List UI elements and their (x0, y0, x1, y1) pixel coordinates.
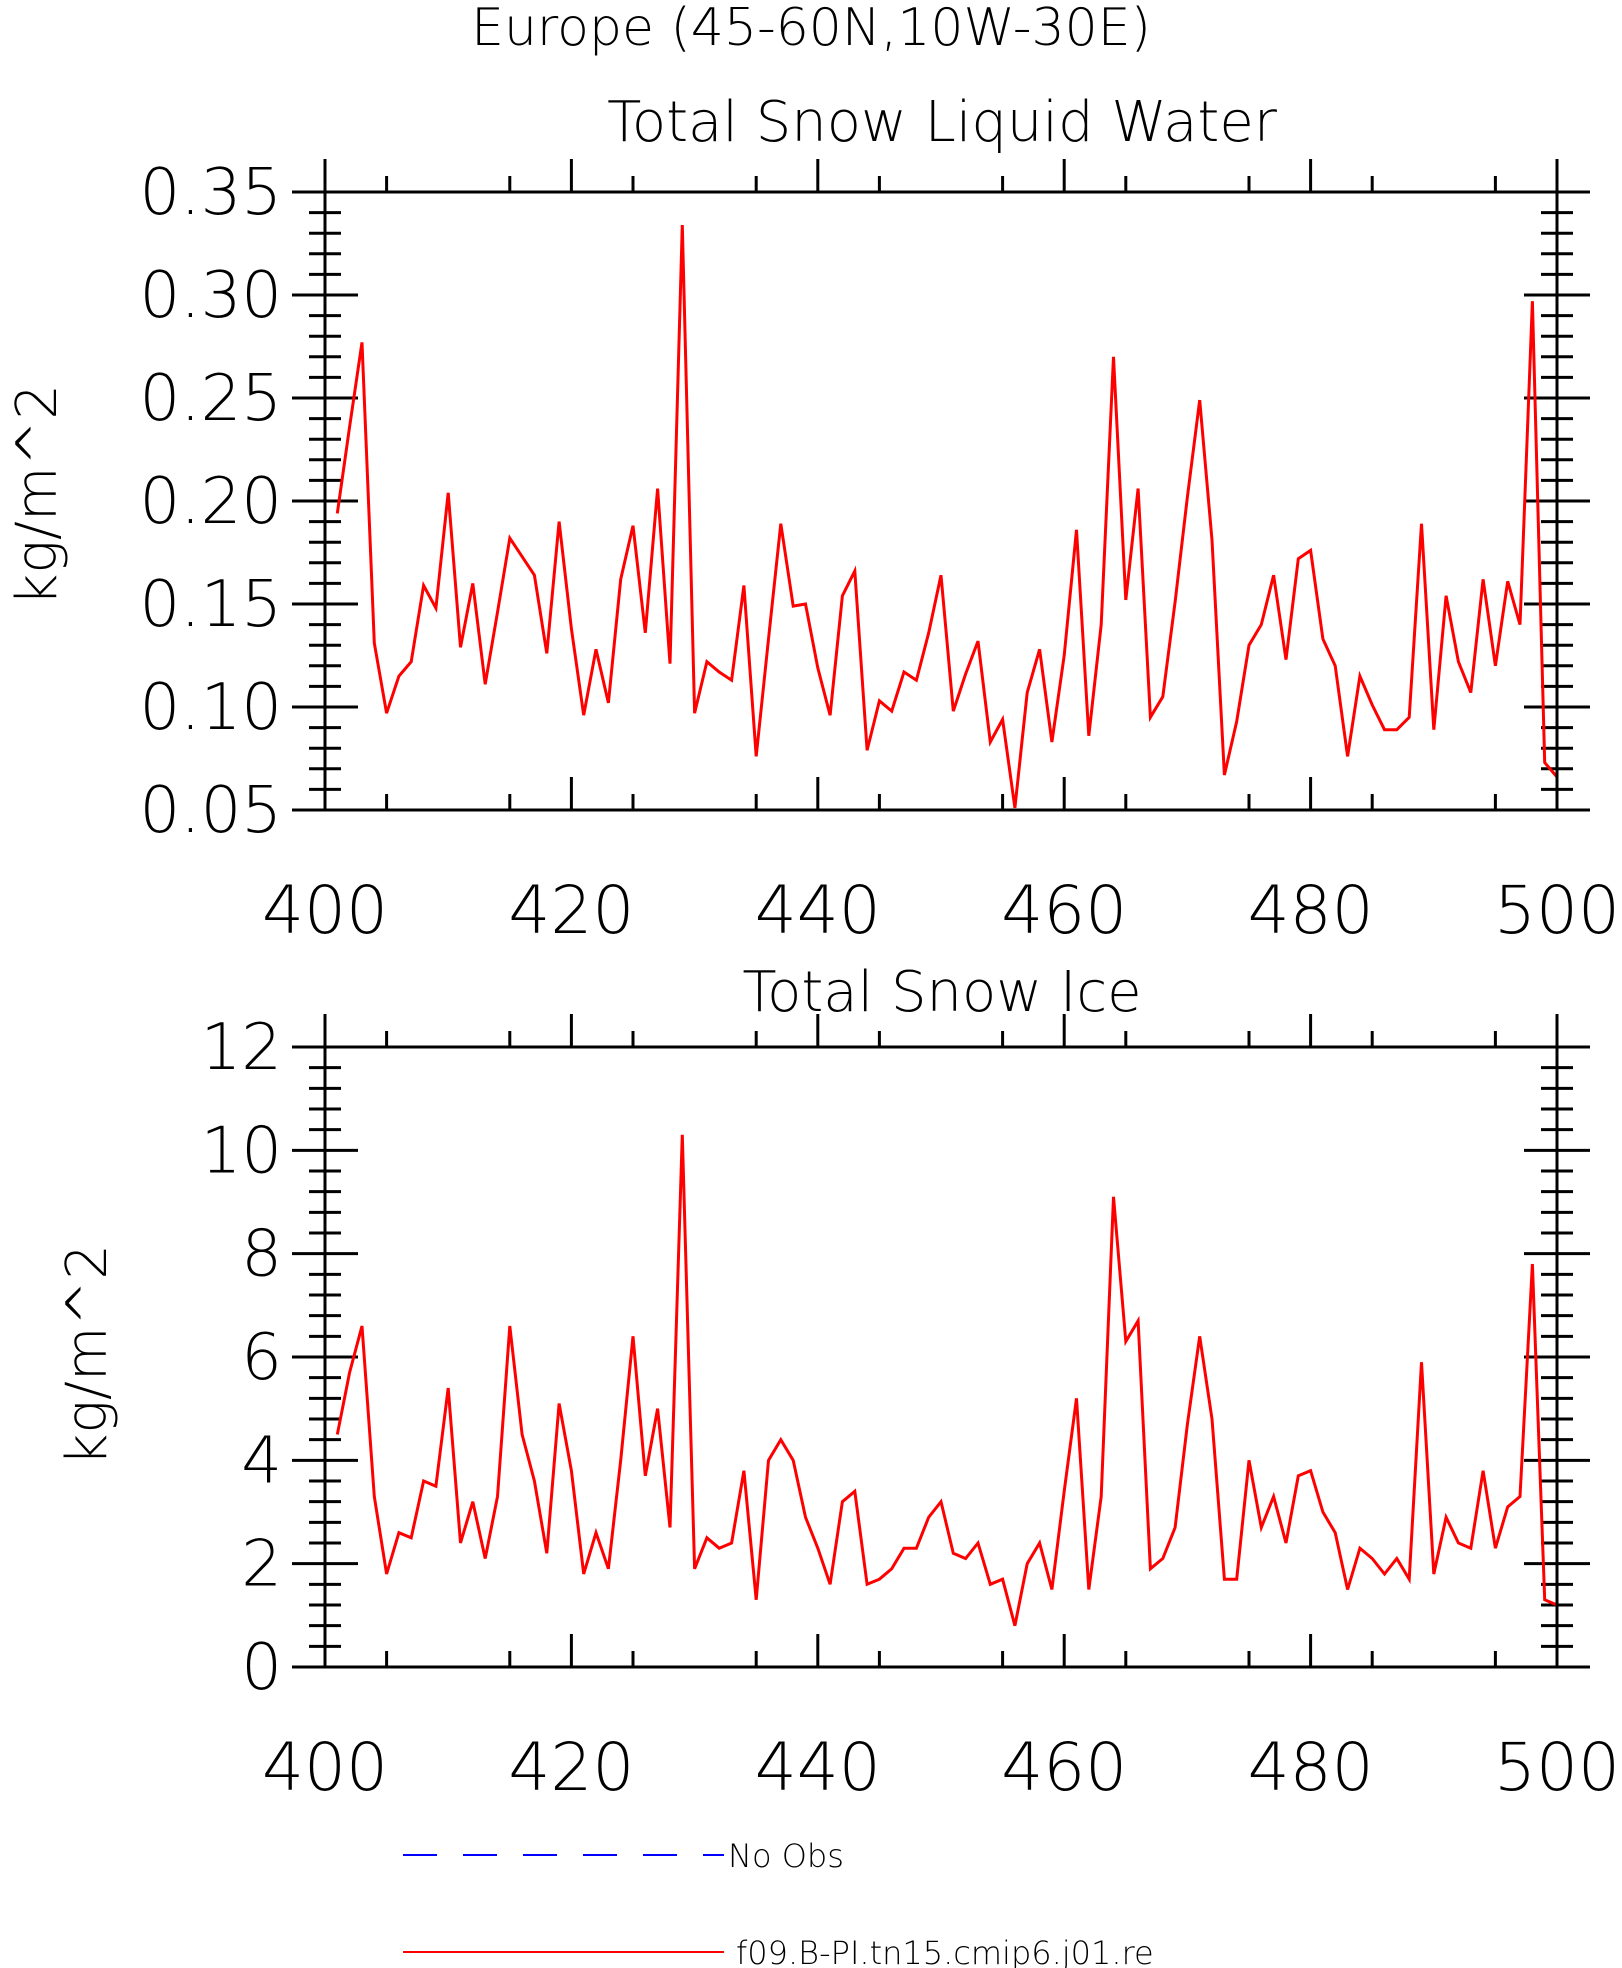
y-tick-label: 0 (241, 1631, 282, 1705)
x-tick-label: 460 (1001, 872, 1127, 949)
axis-ticks (292, 1014, 1590, 1669)
tick-labels: 400 420 440 460 480 500 0.05 0.10 0.15 0.20 0.25 0.… (140, 156, 1620, 949)
legend: No Obs f09.B-PI.tn15.cmip6.j01.re (403, 1837, 1154, 1968)
region-title: Europe (45-60N,10W-30E) (471, 0, 1151, 58)
axis-ticks (292, 159, 1590, 812)
y-axis-label: kg/m^2 (5, 384, 70, 606)
x-tick-label: 460 (1001, 1729, 1127, 1806)
y-tick-label: 0.30 (140, 259, 283, 333)
x-tick-label: 400 (262, 872, 388, 949)
tick-labels: 400 420 440 460 480 500 0 2 4 6 8 10 12 (201, 1011, 1620, 1806)
y-tick-label: 8 (241, 1218, 282, 1292)
x-tick-label: 420 (508, 1729, 634, 1806)
x-tick-label: 400 (262, 1729, 388, 1806)
x-tick-label: 500 (1494, 872, 1620, 949)
legend-item-model: f09.B-PI.tn15.cmip6.j01.re (403, 1934, 1154, 1968)
chart-panel-snow-liquid-water: Total Snow Liquid Water kg/m^2 400 420 440… (5, 90, 1620, 949)
x-tick-label: 420 (508, 872, 634, 949)
legend-label: No Obs (728, 1837, 844, 1875)
y-tick-label: 0.35 (140, 156, 283, 230)
y-tick-label: 0.10 (140, 671, 283, 745)
chart-panel-snow-ice: Total Snow Ice kg/m^2 400 420 440 460 480 500… (55, 960, 1620, 1806)
x-tick-label: 440 (755, 1729, 881, 1806)
x-tick-label: 480 (1248, 872, 1374, 949)
y-tick-label: 6 (241, 1321, 282, 1395)
x-tick-label: 480 (1248, 1729, 1374, 1806)
x-tick-label: 440 (755, 872, 881, 949)
y-tick-label: 0.25 (140, 362, 283, 436)
plot-frame (323, 190, 1559, 812)
plot-frame (323, 1045, 1559, 1669)
chart-title: Total Snow Liquid Water (607, 90, 1277, 155)
y-tick-label: 10 (201, 1114, 282, 1188)
legend-label: f09.B-PI.tn15.cmip6.j01.re (736, 1934, 1154, 1968)
legend-item-no-obs: No Obs (403, 1837, 844, 1875)
y-tick-label: 12 (201, 1011, 282, 1085)
chart-title: Total Snow Ice (742, 960, 1141, 1025)
series-line (335, 1134, 1558, 1627)
y-tick-label: 2 (241, 1528, 282, 1602)
y-axis-label: kg/m^2 (55, 1244, 120, 1466)
y-tick-label: 0.15 (140, 568, 283, 642)
series-line (335, 224, 1559, 809)
y-tick-label: 0.20 (140, 465, 283, 539)
x-tick-label: 500 (1494, 1729, 1620, 1806)
y-tick-label: 0.05 (140, 774, 283, 848)
y-tick-label: 4 (241, 1424, 282, 1498)
